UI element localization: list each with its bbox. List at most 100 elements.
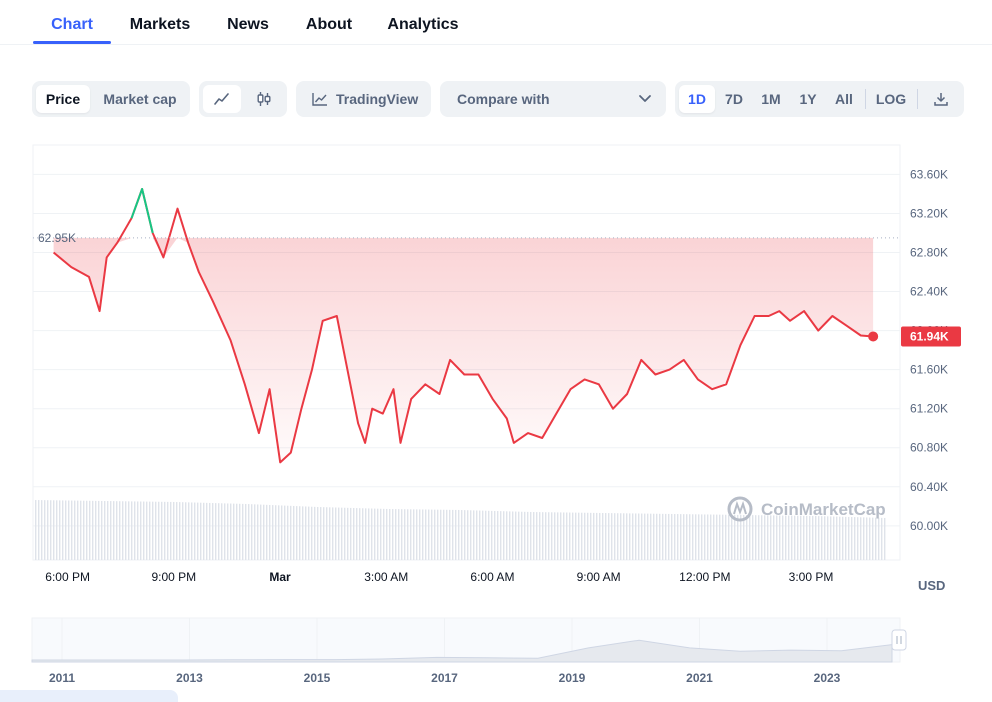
volume-bar <box>545 512 547 560</box>
range-all-button[interactable]: All <box>835 91 853 107</box>
volume-bar <box>566 512 568 560</box>
tab-about[interactable]: About <box>305 16 353 33</box>
y-tick-label: 61.20K <box>910 402 948 416</box>
volume-bar <box>329 507 331 560</box>
volume-bar <box>593 512 595 560</box>
navigator-year-label: 2023 <box>814 671 841 685</box>
volume-bar <box>197 502 199 560</box>
volume-bar <box>572 512 574 560</box>
volume-bar <box>335 507 337 560</box>
volume-bar <box>236 503 238 560</box>
volume-bar <box>371 508 373 560</box>
tab-chart[interactable]: Chart <box>51 16 93 33</box>
volume-bar <box>830 516 832 560</box>
range-1d-button[interactable]: 1D <box>679 85 715 113</box>
volume-bar <box>317 506 319 560</box>
volume-bar <box>194 502 196 560</box>
volume-bar <box>167 501 169 560</box>
tab-analytics[interactable]: Analytics <box>387 16 459 33</box>
price-chart-svg: 62.95K 60.00K 60.40K 60.80K 61.20K 61.60K 62.… <box>32 144 961 584</box>
toolbar-divider <box>865 89 866 109</box>
volume-bar <box>356 508 358 560</box>
volume-bar <box>563 512 565 560</box>
volume-bar <box>470 510 472 560</box>
history-navigator[interactable]: 2011 2013 2015 2017 2019 2021 2023 <box>0 612 992 702</box>
volume-bar <box>134 501 136 560</box>
y-tick-label: 63.60K <box>910 167 948 181</box>
volume-bar <box>308 506 310 560</box>
line-chart-button[interactable] <box>203 85 241 113</box>
volume-bar <box>656 513 658 560</box>
compare-with-select[interactable]: Compare with <box>440 81 666 117</box>
volume-bar <box>842 516 844 560</box>
volume-bar <box>749 515 751 560</box>
volume-bar <box>857 517 859 560</box>
range-7d-button[interactable]: 7D <box>725 91 743 107</box>
volume-bar <box>149 501 151 560</box>
volume-bar <box>674 514 676 560</box>
range-1y-button[interactable]: 1Y <box>799 91 817 107</box>
y-tick-label: 61.60K <box>910 363 948 377</box>
range-1m-button[interactable]: 1M <box>761 91 781 107</box>
volume-bar <box>596 512 598 560</box>
volume-bar <box>95 500 97 560</box>
volume-bar <box>524 511 526 560</box>
volume-bar <box>314 506 316 560</box>
volume-bar <box>743 514 745 560</box>
volume-bar <box>776 515 778 560</box>
navigator-handle[interactable] <box>891 629 907 651</box>
volume-bar <box>467 510 469 560</box>
x-tick-label: 3:00 AM <box>364 570 408 584</box>
tradingview-button[interactable]: TradingView <box>296 81 431 117</box>
volume-bar <box>740 514 742 560</box>
log-scale-button[interactable]: LOG <box>875 91 907 107</box>
y-tick-label: 63.20K <box>910 206 948 220</box>
volume-bar <box>527 511 529 560</box>
volume-bar <box>854 517 856 560</box>
volume-bar <box>647 513 649 560</box>
candlestick-icon <box>257 92 271 106</box>
volume-bar <box>185 502 187 560</box>
volume-bar <box>170 501 172 560</box>
volume-bar <box>650 513 652 560</box>
volume-bar <box>347 507 349 560</box>
volume-bar <box>770 515 772 560</box>
volume-bar <box>428 509 430 560</box>
volume-bar <box>290 505 292 560</box>
volume-bar <box>80 500 82 560</box>
volume-bar <box>779 515 781 560</box>
volume-bar <box>209 502 211 560</box>
price-chart[interactable]: 62.95K 60.00K 60.40K 60.80K 61.20K 61.60K 62.… <box>0 140 992 610</box>
market-cap-toggle-button[interactable]: Market cap <box>103 91 177 107</box>
volume-bar <box>59 500 61 560</box>
volume-bar <box>323 507 325 560</box>
volume-bar <box>797 515 799 560</box>
volume-bar <box>809 515 811 560</box>
volume-bar <box>875 517 877 560</box>
tab-news[interactable]: News <box>227 16 269 33</box>
volume-bar <box>410 509 412 560</box>
volume-bar <box>158 501 160 560</box>
volume-bar <box>107 501 109 560</box>
volume-bar <box>326 507 328 560</box>
tab-markets[interactable]: Markets <box>129 16 191 33</box>
volume-bar <box>206 502 208 560</box>
x-tick-label: 9:00 PM <box>151 570 196 584</box>
volume-bar <box>74 500 76 560</box>
volume-bar <box>488 510 490 560</box>
volume-bar <box>800 515 802 560</box>
volume-bar <box>746 515 748 560</box>
volume-bar <box>725 514 727 560</box>
volume-bar <box>602 513 604 560</box>
volume-bar <box>89 500 91 560</box>
volume-bar <box>692 514 694 560</box>
price-toggle-button[interactable]: Price <box>36 85 90 113</box>
volume-bar <box>530 511 532 560</box>
volume-bar <box>416 509 418 560</box>
volume-bar <box>584 512 586 560</box>
volume-bar <box>671 513 673 560</box>
download-button[interactable] <box>923 85 959 113</box>
history-navigator-svg: 2011 2013 2015 2017 2019 2021 2023 <box>31 617 907 685</box>
candlestick-chart-button[interactable] <box>245 85 283 113</box>
current-price-label: 61.94K <box>910 329 949 343</box>
